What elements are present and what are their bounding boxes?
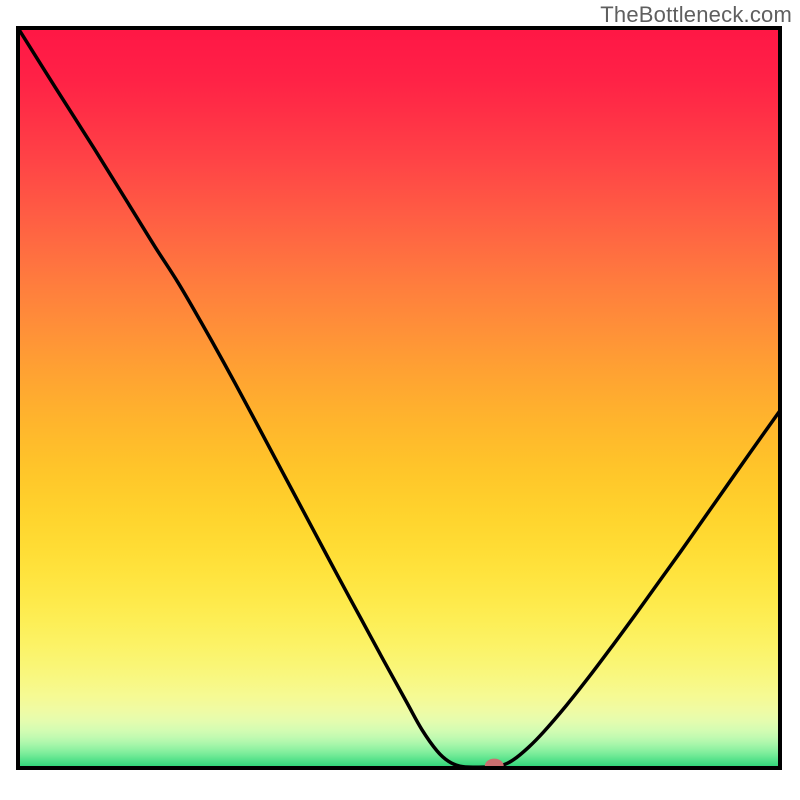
gradient-background	[18, 28, 780, 768]
chart-container: { "watermark": { "text": "TheBottleneck.…	[0, 0, 800, 800]
watermark-text: TheBottleneck.com	[600, 2, 792, 28]
bottleneck-chart	[0, 0, 800, 800]
